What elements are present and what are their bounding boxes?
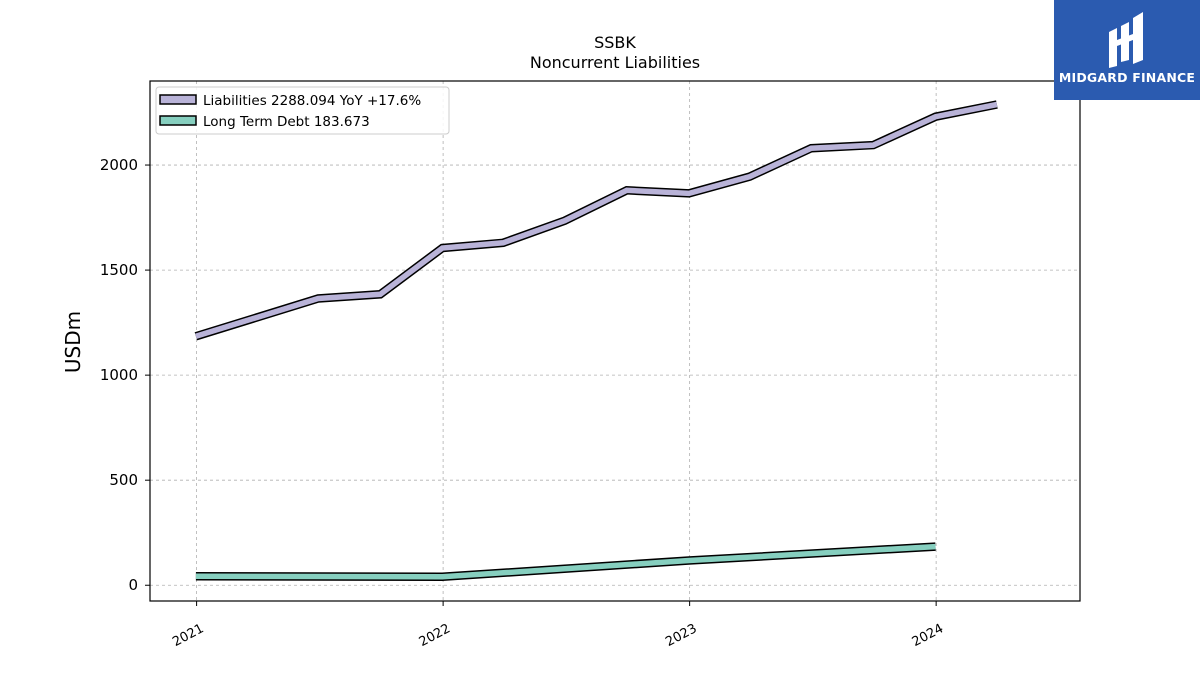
legend: Liabilities 2288.094 YoY +17.6% Long Ter… (155, 86, 450, 135)
chart-subtitle: Noncurrent Liabilities (530, 53, 700, 72)
legend-swatch-long-term-debt (159, 115, 197, 126)
y-tick-label: 1000 (100, 366, 138, 384)
legend-label-long-term-debt: Long Term Debt 183.673 (203, 114, 370, 130)
x-tick-label: 2024 (910, 621, 946, 650)
y-axis: 0 500 1000 1500 2000 (100, 156, 150, 594)
plot-frame (149, 80, 1081, 602)
brand-logo: MIDGARD FINANCE (1054, 0, 1200, 100)
midgard-logo-icon (1109, 12, 1143, 68)
legend-label-liabilities: Liabilities 2288.094 YoY +17.6% (203, 93, 421, 109)
x-tick-label: 2023 (663, 621, 699, 650)
series-line-long-term-debt (195, 543, 936, 580)
legend-swatch-liabilities (159, 94, 197, 105)
y-axis-label: USDm (61, 311, 85, 373)
brand-name: MIDGARD FINANCE (1058, 70, 1196, 85)
y-tick-label: 500 (109, 471, 138, 489)
series-layer (194, 100, 998, 582)
x-tick-label: 2021 (170, 621, 206, 650)
series-line-liabilities (195, 101, 998, 339)
chart-title: SSBK (594, 33, 636, 52)
y-tick-label: 2000 (100, 156, 138, 174)
x-tick-label: 2022 (417, 621, 453, 650)
legend-box (155, 86, 450, 135)
y-tick-label: 0 (128, 576, 138, 594)
x-axis: 2021 2022 2023 2024 (170, 601, 946, 650)
grid (150, 81, 1080, 601)
y-tick-label: 1500 (100, 261, 138, 279)
